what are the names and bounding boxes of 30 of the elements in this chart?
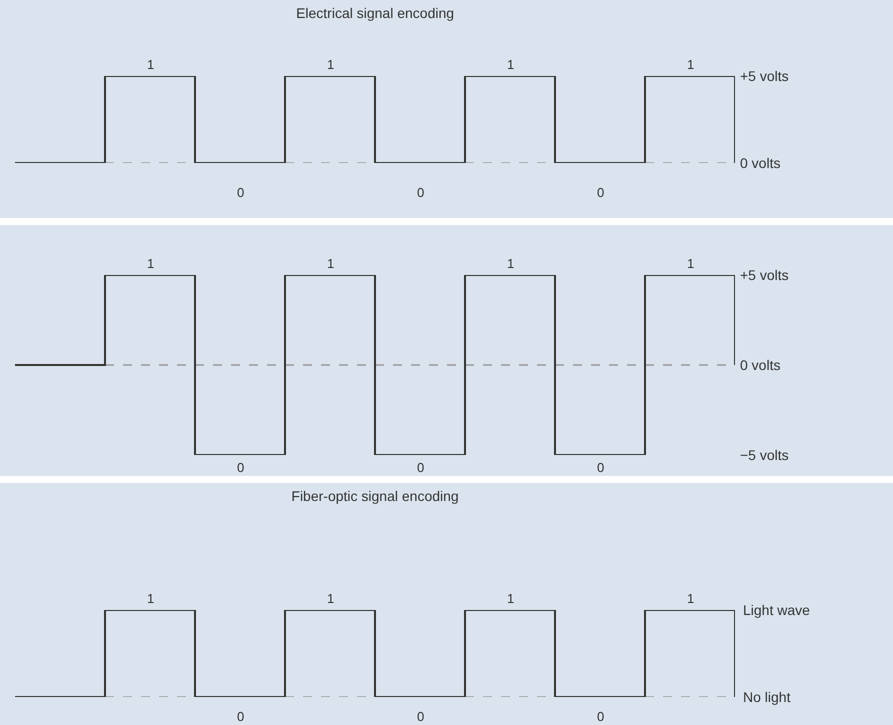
text: 1: [327, 256, 334, 271]
text: 1: [687, 591, 694, 606]
chart-title: Electrical signal encoding: [296, 4, 454, 21]
text: 1: [687, 256, 694, 271]
text: 0: [597, 709, 604, 724]
text: 1: [507, 256, 514, 271]
text: 1: [147, 256, 154, 271]
chart-title: Fiber-optic signal encoding: [291, 488, 459, 504]
y-tick-label: +5 volts: [740, 68, 789, 84]
y-tick-label: +5 volts: [740, 266, 789, 283]
text: 0: [417, 185, 424, 200]
text: 1: [147, 57, 154, 72]
text: 1: [327, 591, 334, 606]
text: 1: [507, 57, 514, 72]
text: 0: [237, 709, 244, 724]
text: 1: [147, 591, 154, 606]
text: 1: [687, 57, 694, 72]
text: 0: [237, 460, 244, 475]
y-tick-label: −5 volts: [740, 446, 789, 463]
text: 0: [597, 185, 604, 200]
text: 1: [507, 591, 514, 606]
y-tick-label: 0 volts: [740, 356, 780, 373]
text: 0: [417, 460, 424, 475]
text: 1: [327, 57, 334, 72]
y-tick-label: 0 volts: [740, 154, 780, 171]
text: 0: [237, 185, 244, 200]
text: 0: [597, 460, 604, 475]
text: 0: [417, 709, 424, 724]
text: No light: [743, 689, 791, 705]
text: Light wave: [743, 602, 810, 618]
